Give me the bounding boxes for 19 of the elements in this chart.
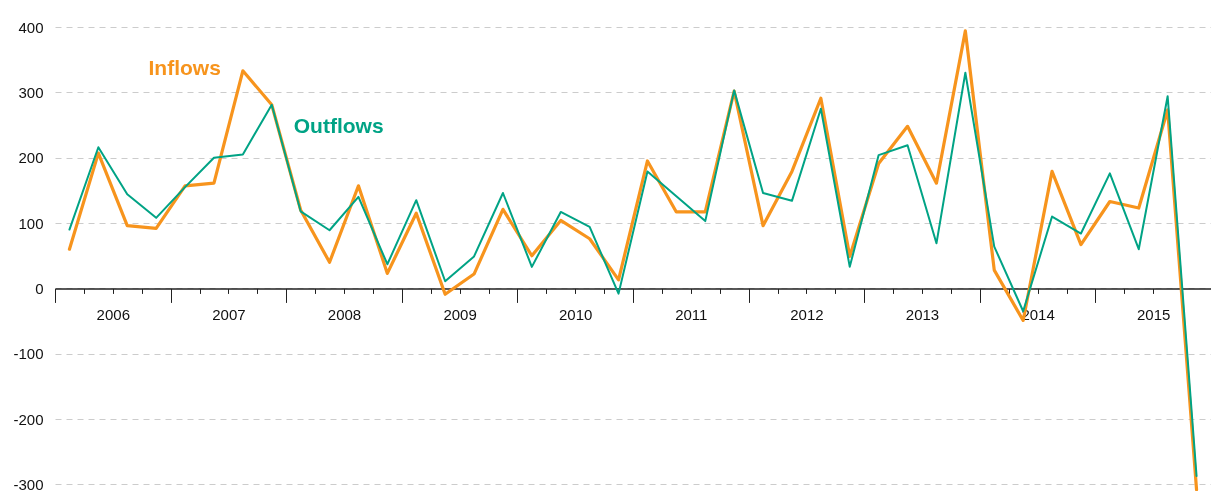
x-tick-label: 2007 (212, 305, 246, 323)
series-label: Outflows (293, 113, 384, 137)
y-tick-label: 200 (18, 149, 44, 167)
y-tick-label: 400 (18, 18, 44, 36)
x-tick-label: 2015 (1137, 305, 1171, 323)
x-tick-label: 2013 (905, 305, 940, 323)
y-tick-label: -100 (13, 345, 44, 363)
x-tick-label: 2011 (675, 305, 708, 323)
x-tick-label: 2009 (443, 305, 477, 323)
y-tick-label: -200 (13, 410, 44, 428)
y-tick-label: 0 (35, 279, 44, 297)
x-tick-label: 2012 (790, 305, 824, 323)
x-tick-label: 2006 (96, 305, 130, 323)
y-tick-label: 300 (18, 83, 44, 101)
x-tick-label: 2008 (327, 305, 362, 323)
series-label: Inflows (148, 55, 221, 79)
y-tick-label: -300 (13, 475, 44, 492)
y-tick-label: 100 (18, 214, 44, 232)
x-tick-label: 2010 (559, 305, 593, 323)
